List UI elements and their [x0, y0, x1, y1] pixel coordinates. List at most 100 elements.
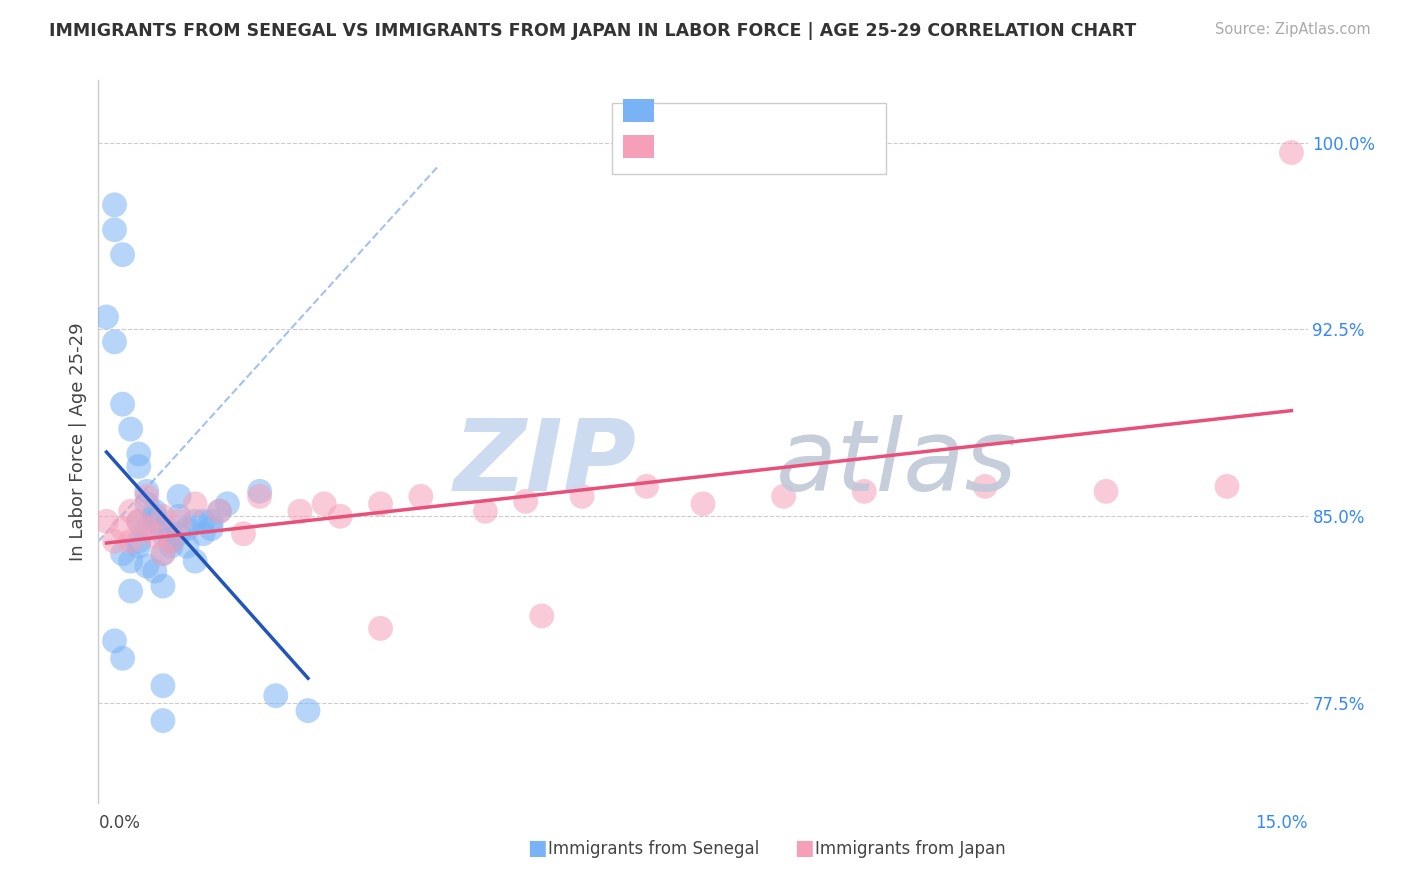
Immigrants from Senegal: [135, 522, 157, 536]
Immigrants from Senegal: [143, 514, 166, 528]
Immigrants from Senegal: [143, 504, 166, 518]
Immigrants from Senegal: [193, 514, 215, 528]
Immigrants from Senegal: [128, 539, 150, 553]
Text: 15.0%: 15.0%: [1256, 814, 1308, 832]
Immigrants from Senegal: [152, 526, 174, 541]
Immigrants from Senegal: [200, 522, 222, 536]
Immigrants from Japan: [160, 534, 183, 549]
Immigrants from Japan: [974, 479, 997, 493]
Immigrants from Senegal: [143, 564, 166, 578]
Immigrants from Japan: [143, 529, 166, 543]
Text: Immigrants from Senegal: Immigrants from Senegal: [548, 840, 759, 858]
Immigrants from Senegal: [120, 584, 142, 599]
Text: ■: ■: [527, 838, 547, 858]
Immigrants from Japan: [288, 504, 311, 518]
Immigrants from Japan: [692, 497, 714, 511]
Immigrants from Senegal: [249, 484, 271, 499]
Immigrants from Senegal: [111, 397, 134, 411]
Immigrants from Senegal: [160, 529, 183, 543]
Y-axis label: In Labor Force | Age 25-29: In Labor Force | Age 25-29: [69, 322, 87, 561]
Immigrants from Senegal: [96, 310, 118, 324]
Immigrants from Senegal: [152, 579, 174, 593]
Immigrants from Senegal: [176, 539, 198, 553]
Text: ZIP: ZIP: [454, 415, 637, 512]
Immigrants from Japan: [232, 526, 254, 541]
Immigrants from Senegal: [103, 334, 125, 349]
Immigrants from Japan: [152, 509, 174, 524]
Immigrants from Japan: [128, 514, 150, 528]
Immigrants from Japan: [120, 534, 142, 549]
Immigrants from Senegal: [217, 497, 239, 511]
Immigrants from Senegal: [120, 422, 142, 436]
Text: ■: ■: [794, 838, 814, 858]
Text: 35: 35: [794, 143, 817, 161]
Immigrants from Senegal: [297, 704, 319, 718]
Immigrants from Senegal: [143, 509, 166, 524]
Immigrants from Japan: [853, 484, 876, 499]
Immigrants from Japan: [515, 494, 537, 508]
Text: atlas: atlas: [776, 415, 1017, 512]
Immigrants from Japan: [571, 489, 593, 503]
Immigrants from Senegal: [160, 539, 183, 553]
Immigrants from Senegal: [208, 504, 231, 518]
Immigrants from Japan: [329, 509, 352, 524]
Text: IMMIGRANTS FROM SENEGAL VS IMMIGRANTS FROM JAPAN IN LABOR FORCE | AGE 25-29 CORR: IMMIGRANTS FROM SENEGAL VS IMMIGRANTS FR…: [49, 22, 1136, 40]
Immigrants from Japan: [103, 534, 125, 549]
Immigrants from Senegal: [184, 554, 207, 568]
Immigrants from Senegal: [152, 714, 174, 728]
Immigrants from Japan: [111, 522, 134, 536]
Immigrants from Senegal: [152, 547, 174, 561]
Immigrants from Japan: [1095, 484, 1118, 499]
Text: Source: ZipAtlas.com: Source: ZipAtlas.com: [1215, 22, 1371, 37]
Immigrants from Japan: [208, 504, 231, 518]
Immigrants from Senegal: [160, 534, 183, 549]
Immigrants from Senegal: [264, 689, 287, 703]
Text: Immigrants from Japan: Immigrants from Japan: [815, 840, 1007, 858]
Immigrants from Senegal: [184, 514, 207, 528]
Immigrants from Japan: [120, 504, 142, 518]
Immigrants from Senegal: [135, 497, 157, 511]
Immigrants from Senegal: [167, 509, 190, 524]
Immigrants from Senegal: [167, 489, 190, 503]
Immigrants from Senegal: [135, 559, 157, 574]
Immigrants from Japan: [772, 489, 794, 503]
Immigrants from Japan: [370, 497, 392, 511]
Immigrants from Japan: [167, 514, 190, 528]
Immigrants from Senegal: [167, 526, 190, 541]
Text: 0.331: 0.331: [699, 107, 748, 125]
Immigrants from Japan: [184, 497, 207, 511]
Immigrants from Senegal: [128, 459, 150, 474]
Text: 0.0%: 0.0%: [98, 814, 141, 832]
Immigrants from Senegal: [103, 633, 125, 648]
Immigrants from Senegal: [103, 198, 125, 212]
Immigrants from Japan: [314, 497, 336, 511]
Text: R =: R =: [662, 143, 700, 161]
Immigrants from Senegal: [176, 522, 198, 536]
Immigrants from Japan: [135, 522, 157, 536]
Immigrants from Senegal: [111, 651, 134, 665]
Text: N =: N =: [749, 143, 799, 161]
Immigrants from Senegal: [128, 447, 150, 461]
Text: 0.305: 0.305: [699, 143, 748, 161]
Immigrants from Japan: [530, 609, 553, 624]
Immigrants from Japan: [96, 514, 118, 528]
Immigrants from Japan: [152, 547, 174, 561]
Immigrants from Senegal: [160, 534, 183, 549]
Immigrants from Japan: [636, 479, 658, 493]
Immigrants from Senegal: [200, 514, 222, 528]
Immigrants from Japan: [370, 621, 392, 635]
Immigrants from Senegal: [111, 547, 134, 561]
Immigrants from Japan: [135, 489, 157, 503]
Immigrants from Senegal: [103, 223, 125, 237]
Immigrants from Japan: [409, 489, 432, 503]
Immigrants from Senegal: [193, 526, 215, 541]
Immigrants from Senegal: [135, 484, 157, 499]
Immigrants from Japan: [1281, 145, 1303, 160]
Text: 51: 51: [794, 107, 817, 125]
Immigrants from Senegal: [128, 534, 150, 549]
Text: R =: R =: [662, 107, 700, 125]
Immigrants from Japan: [474, 504, 496, 518]
Immigrants from Senegal: [152, 522, 174, 536]
Immigrants from Senegal: [111, 248, 134, 262]
Immigrants from Senegal: [128, 514, 150, 528]
